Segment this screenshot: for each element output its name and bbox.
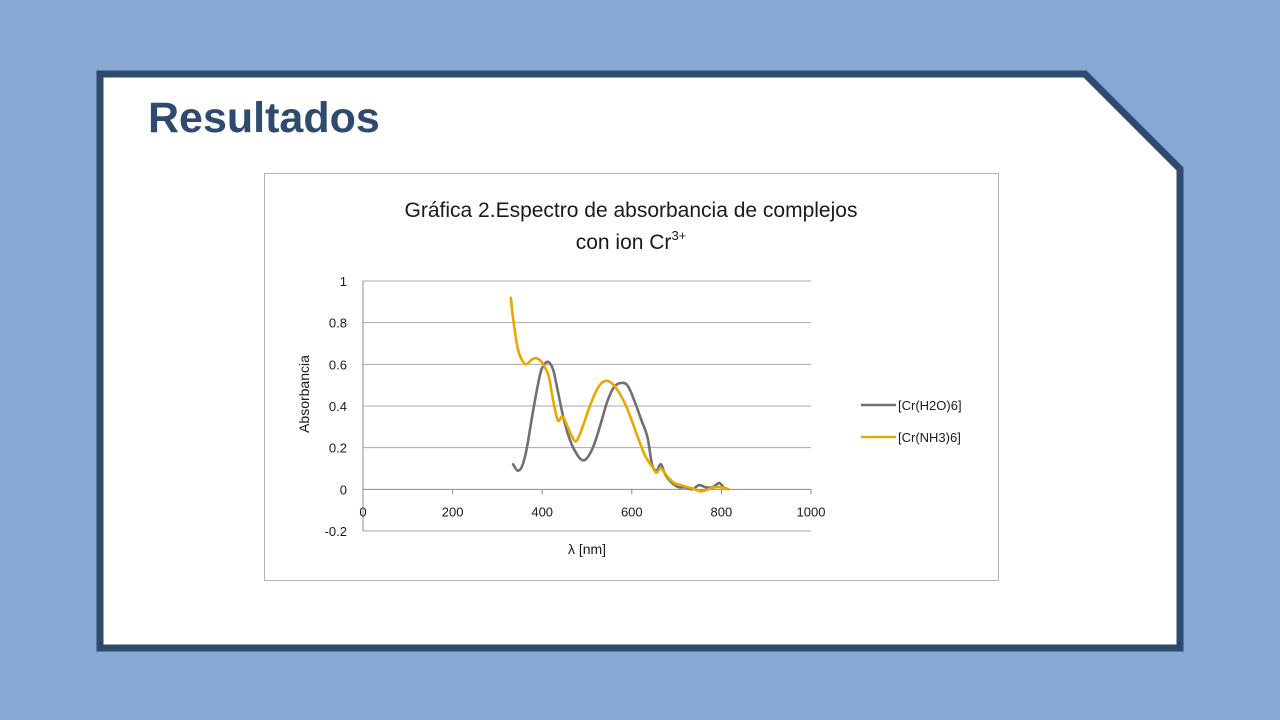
chart-title-line1: Gráfica 2.Espectro de absorbancia de com… — [405, 199, 858, 222]
slide-title: Resultados — [148, 94, 380, 142]
x-tick-label: 200 — [442, 504, 464, 519]
y-tick-label: 0.4 — [329, 399, 347, 414]
x-tick-label: 400 — [531, 504, 553, 519]
y-axis-label: Absorbancia — [296, 355, 312, 433]
gridlines — [363, 280, 811, 532]
x-tick-labels: 0 200 400 600 800 1000 — [359, 504, 825, 519]
series-line-1 — [511, 360, 730, 491]
legend-label-1: [Cr(H2O)6] — [898, 398, 962, 413]
series-line-2 — [509, 296, 730, 493]
y-tick-labels: -0.2 0 0.2 0.4 0.6 0.8 1 — [325, 274, 347, 539]
x-tick-label: 1000 — [797, 504, 826, 519]
x-axis-label: λ [nm] — [568, 541, 606, 557]
chart-svg: Gráfica 2.Espectro de absorbancia de com… — [296, 199, 962, 557]
x-tick-label: 0 — [359, 504, 366, 519]
legend-label-2: [Cr(NH3)6] — [898, 430, 961, 445]
y-tick-label: -0.2 — [325, 524, 347, 539]
x-tick-label: 800 — [711, 504, 733, 519]
y-tick-label: 0.8 — [329, 316, 347, 331]
chart-title-superscript: 3+ — [671, 228, 686, 243]
chart-title-line2-text: con ion Cr — [576, 231, 672, 254]
axes — [362, 281, 812, 531]
legend: [Cr(H2O)6] [Cr(NH3)6] — [861, 398, 962, 445]
y-tick-label: 0.6 — [329, 357, 347, 372]
y-tick-label: 0.2 — [329, 441, 347, 456]
series-lines — [509, 296, 730, 493]
chart-container: Gráfica 2.Espectro de absorbancia de com… — [264, 173, 999, 581]
x-tick-label: 600 — [621, 504, 643, 519]
chart-title-line2: con ion Cr3+ — [576, 228, 687, 254]
y-tick-label: 0 — [340, 482, 347, 497]
y-tick-label: 1 — [340, 274, 347, 289]
